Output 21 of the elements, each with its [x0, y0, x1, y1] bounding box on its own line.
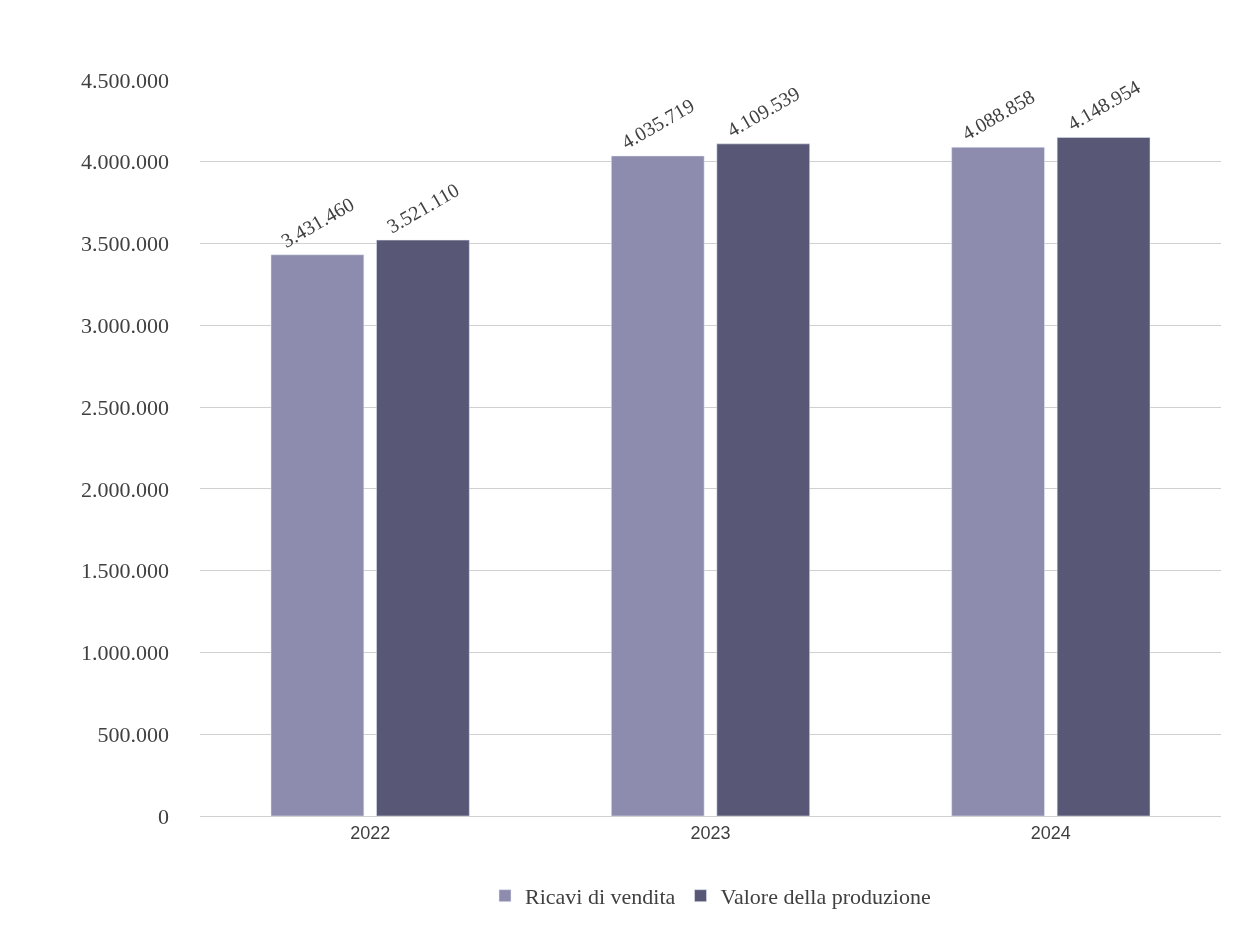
- bar: [376, 239, 470, 816]
- legend-label: Valore della produzione: [720, 884, 931, 910]
- bar: [611, 155, 705, 816]
- bar: [951, 146, 1045, 816]
- y-tick-label: 1.000.000: [81, 640, 169, 666]
- x-tick-label: 2023: [690, 822, 731, 843]
- y-tick-label: 2.500.000: [81, 394, 169, 420]
- y-tick-label: 0: [158, 803, 169, 829]
- y-tick-label: 1.500.000: [81, 558, 169, 584]
- y-tick-label: 3.000.000: [81, 313, 169, 339]
- bar: [716, 143, 810, 816]
- bar: [270, 254, 365, 816]
- y-tick-label: 4.500.000: [81, 67, 169, 93]
- legend-label: Ricavi di vendita: [525, 884, 676, 910]
- y-tick-label: 500.000: [97, 721, 169, 747]
- x-tick-label: 2024: [1030, 822, 1071, 843]
- x-tick-label: 2022: [350, 822, 391, 843]
- y-tick-label: 3.500.000: [81, 231, 169, 257]
- y-tick-label: 2.000.000: [81, 476, 169, 502]
- bar: [1056, 137, 1151, 816]
- y-tick-label: 4.000.000: [81, 149, 169, 175]
